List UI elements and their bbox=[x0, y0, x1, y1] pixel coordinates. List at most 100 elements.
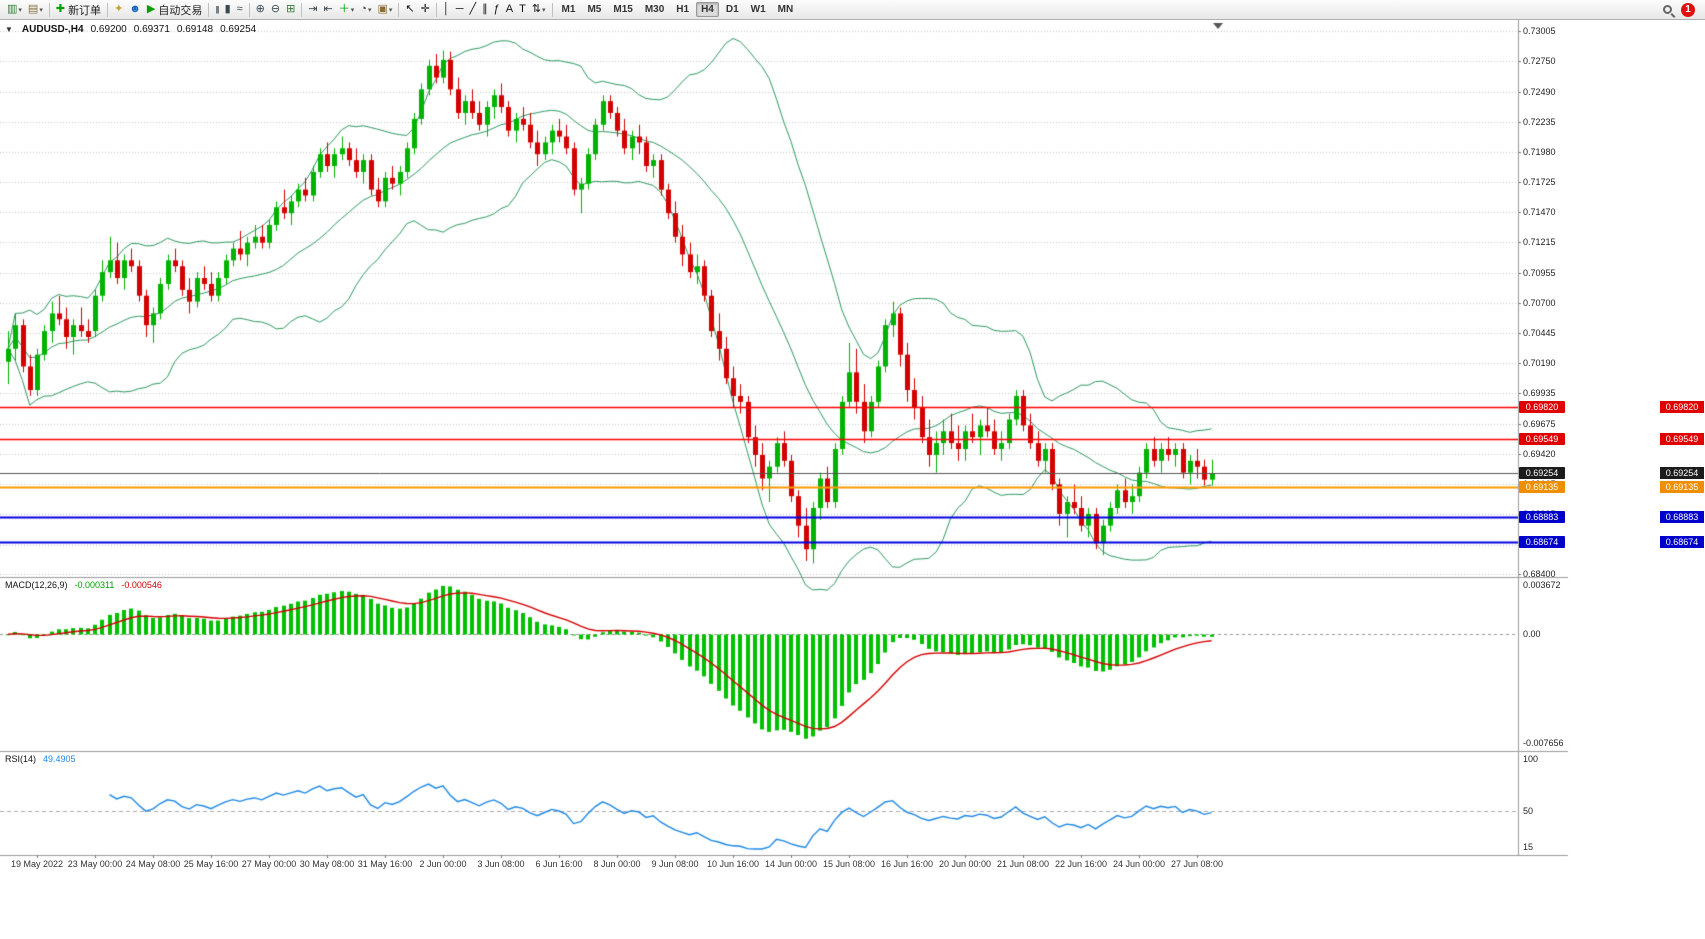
arrows-button[interactable]: ⇅ ▾ bbox=[529, 1, 549, 18]
timeframe-h1-button[interactable]: H1 bbox=[676, 4, 690, 15]
price-level-box[interactable]: 0.68674 bbox=[1519, 535, 1565, 548]
macd-indicator-label: MACD(12,26,9) -0.000311 -0.000546 bbox=[5, 580, 162, 590]
macd-main-value: -0.000311 bbox=[74, 580, 115, 590]
time-axis-label: 24 Jun 00:00 bbox=[1112, 859, 1166, 869]
macd-name: MACD(12,26,9) bbox=[5, 580, 68, 590]
autotrading-icon: ▶ bbox=[146, 3, 156, 15]
fibonacci-button[interactable]: ƒ bbox=[491, 1, 503, 18]
price-scale-tick: 0.73005 bbox=[1523, 26, 1556, 36]
bar-chart-mode-icon: ||| bbox=[215, 4, 219, 14]
templates-caret-icon: ▾ bbox=[388, 6, 393, 14]
price-chart-canvas[interactable] bbox=[0, 20, 1705, 939]
timeframe-m5-button[interactable]: M5 bbox=[587, 4, 602, 15]
timeframe-m30-button[interactable]: M30 bbox=[644, 4, 665, 15]
zoom-out-icon: ⊖ bbox=[270, 3, 281, 15]
market-watch-button[interactable]: ☻ bbox=[126, 1, 144, 18]
timeframe-m15-button[interactable]: M15 bbox=[613, 4, 633, 15]
bar-chart-mode-button[interactable]: ||| bbox=[212, 1, 221, 18]
tile-windows-button[interactable]: ⊞ bbox=[283, 1, 298, 18]
time-axis-label: 10 Jun 16:00 bbox=[706, 859, 760, 869]
auto-scroll-button[interactable]: ⇥ bbox=[305, 1, 320, 18]
price-scale-tick: 0.69420 bbox=[1523, 448, 1556, 459]
zoom-in-button[interactable]: ⊕ bbox=[253, 1, 268, 18]
equidistant-channel-button[interactable]: ∥ bbox=[479, 1, 491, 18]
templates-button[interactable]: ▣ ▾ bbox=[374, 1, 395, 18]
time-axis-label: 30 May 08:00 bbox=[299, 859, 355, 869]
price-level-box[interactable]: 0.69254 bbox=[1519, 467, 1565, 480]
price-scale-tick: 0.71215 bbox=[1523, 237, 1556, 248]
symbol-dropdown-icon[interactable]: ▼ bbox=[5, 25, 13, 34]
line-chart-mode-button[interactable]: ≈ bbox=[234, 1, 246, 18]
candlestick-mode-button[interactable]: ▮ bbox=[222, 1, 234, 18]
time-axis-label: 19 May 2022 bbox=[10, 859, 64, 869]
ohlc-low: 0.69148 bbox=[176, 24, 214, 35]
time-axis-label: 24 May 08:00 bbox=[125, 859, 181, 869]
price-scale-tick: 0.69675 bbox=[1523, 418, 1556, 429]
time-axis-label: 2 Jun 00:00 bbox=[419, 859, 467, 869]
price-scale-tick: 0.70700 bbox=[1523, 297, 1556, 308]
price-scale-tick: 0.71980 bbox=[1523, 146, 1556, 157]
indicators-wand-icon: ✦ bbox=[114, 3, 124, 15]
new-order-button[interactable]: ✚ 新订单 bbox=[53, 1, 104, 18]
price-level-box[interactable]: 0.68883 bbox=[1519, 511, 1565, 524]
time-axis-label: 16 Jun 16:00 bbox=[880, 859, 934, 869]
arrows-caret-icon: ▾ bbox=[542, 6, 546, 14]
price-scale-tick: 0.71725 bbox=[1523, 176, 1556, 187]
chart-shift-button[interactable]: ⇤ bbox=[321, 1, 336, 18]
indicators-add-button[interactable]: ＋ ▾ bbox=[336, 1, 358, 18]
price-level-edge-box: 0.69820 bbox=[1660, 400, 1704, 413]
periods-button[interactable]: ◔ ▾ bbox=[357, 1, 374, 18]
chart-window: ▼ AUDUSD-,H4 0.69200 0.69371 0.69148 0.6… bbox=[0, 20, 1705, 939]
toolbar-separator bbox=[301, 2, 303, 17]
price-level-box[interactable]: 0.69549 bbox=[1519, 432, 1565, 445]
text-icon: A bbox=[505, 3, 514, 15]
toolbar-separator bbox=[107, 2, 109, 17]
timeframe-m1-button[interactable]: M1 bbox=[561, 4, 576, 15]
crosshair-button[interactable]: ✛ bbox=[418, 1, 433, 18]
text-button[interactable]: A bbox=[503, 1, 516, 18]
new-chart-button[interactable]: ▥ ▾ bbox=[4, 1, 25, 18]
time-axis-label: 27 May 00:00 bbox=[241, 859, 297, 869]
timeframe-w1-button[interactable]: W1 bbox=[750, 4, 766, 15]
text-label-button[interactable]: T bbox=[516, 1, 529, 18]
time-axis-label: 9 Jun 08:00 bbox=[651, 859, 699, 869]
price-scale-tick: 0.68400 bbox=[1523, 569, 1556, 579]
search-icon[interactable] bbox=[1663, 5, 1672, 14]
timeframe-mn-button[interactable]: MN bbox=[777, 4, 794, 15]
zoom-out-button[interactable]: ⊖ bbox=[268, 1, 283, 18]
time-axis-label: 31 May 16:00 bbox=[357, 859, 413, 869]
templates-icon: ▣ bbox=[377, 3, 388, 15]
horizontal-line-icon: ─ bbox=[455, 3, 464, 15]
cursor-button[interactable]: ↖ bbox=[402, 1, 417, 18]
periods-icon: ◔ bbox=[360, 3, 367, 15]
price-level-box[interactable]: 0.69135 bbox=[1519, 481, 1565, 494]
macd-scale-max: 0.003672 bbox=[1523, 580, 1561, 590]
indicators-wand-button[interactable]: ✦ bbox=[111, 1, 126, 18]
crosshair-icon: ✛ bbox=[420, 3, 430, 15]
periods-caret-icon: ▾ bbox=[367, 6, 372, 14]
autotrading-label: 自动交易 bbox=[158, 4, 203, 17]
autotrading-button[interactable]: ▶ 自动交易 bbox=[144, 1, 205, 18]
time-axis-label: 22 Jun 16:00 bbox=[1054, 859, 1108, 869]
horizontal-line-button[interactable]: ─ bbox=[453, 1, 467, 18]
toolbar-separator bbox=[435, 2, 437, 17]
vertical-line-button[interactable]: │ bbox=[440, 1, 453, 18]
text-label-icon: T bbox=[519, 3, 526, 15]
time-axis-label: 14 Jun 00:00 bbox=[764, 859, 818, 869]
notification-badge[interactable]: 1 bbox=[1681, 2, 1695, 17]
profiles-button[interactable]: ▤ ▾ bbox=[25, 1, 46, 18]
time-axis-label: 6 Jun 16:00 bbox=[535, 859, 583, 869]
price-level-box[interactable]: 0.69820 bbox=[1519, 400, 1565, 413]
price-scale-tick: 0.72235 bbox=[1523, 116, 1556, 127]
timeframe-h4-button[interactable]: H4 bbox=[696, 2, 719, 17]
time-axis-label: 3 Jun 08:00 bbox=[477, 859, 525, 869]
trendline-button[interactable]: ╱ bbox=[466, 1, 479, 18]
time-axis-label: 21 Jun 08:00 bbox=[996, 859, 1050, 869]
fibonacci-icon: ƒ bbox=[493, 3, 500, 15]
toolbar-separator bbox=[551, 2, 553, 17]
auto-scroll-icon: ⇥ bbox=[308, 3, 318, 15]
indicators-add-caret-icon: ▾ bbox=[350, 6, 355, 14]
zoom-in-icon: ⊕ bbox=[255, 3, 265, 15]
timeframe-d1-button[interactable]: D1 bbox=[725, 4, 739, 15]
price-scale-tick: 0.72750 bbox=[1523, 56, 1556, 67]
